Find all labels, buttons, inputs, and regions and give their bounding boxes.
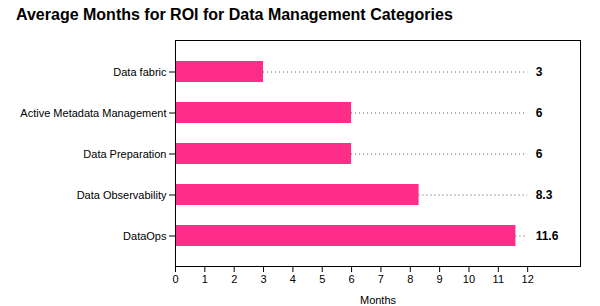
svg-text:Active Metadata Management: Active Metadata Management <box>20 107 166 119</box>
svg-text:10: 10 <box>463 273 475 285</box>
svg-text:7: 7 <box>378 273 384 285</box>
svg-text:DataOps: DataOps <box>123 230 167 242</box>
svg-text:11: 11 <box>493 273 504 285</box>
svg-text:4: 4 <box>290 273 296 285</box>
svg-text:2: 2 <box>231 273 237 285</box>
svg-text:8.3: 8.3 <box>536 188 553 202</box>
svg-text:11.6: 11.6 <box>536 229 559 243</box>
svg-text:Months: Months <box>360 294 397 306</box>
svg-text:6: 6 <box>349 273 355 285</box>
svg-text:1: 1 <box>202 273 208 285</box>
svg-text:8: 8 <box>407 273 413 285</box>
svg-text:12: 12 <box>522 273 534 285</box>
svg-text:6: 6 <box>536 147 543 161</box>
svg-text:5: 5 <box>319 273 325 285</box>
svg-text:Data Preparation: Data Preparation <box>83 148 166 160</box>
html-text:Average Months for ROI for Dat: Average Months for ROI for Data Manageme… <box>16 6 453 23</box>
svg-text:Data fabric: Data fabric <box>113 66 167 78</box>
svg-text:9: 9 <box>437 273 443 285</box>
svg-text:0: 0 <box>172 273 178 285</box>
svg-text:3: 3 <box>260 273 266 285</box>
svg-text:6: 6 <box>536 106 543 120</box>
svg-text:3: 3 <box>536 65 543 79</box>
svg-text:Data Observability: Data Observability <box>77 189 167 201</box>
